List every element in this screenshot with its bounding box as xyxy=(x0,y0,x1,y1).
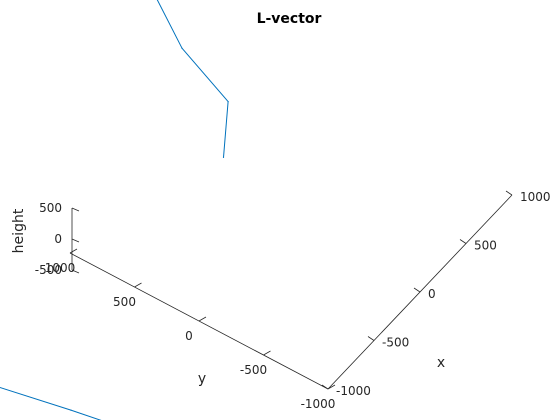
z-tick-mark xyxy=(71,238,80,243)
z-axis-ticks: -500 0 500 xyxy=(35,201,80,277)
y-axis-label: y xyxy=(198,371,206,387)
z-axis-label: height xyxy=(11,208,27,253)
x-tick-label: 0 xyxy=(428,287,436,301)
x-tick-mark xyxy=(321,384,329,390)
z-tick-label: 0 xyxy=(54,232,62,246)
y-tick-mark xyxy=(263,350,271,356)
x-tick-label: 1000 xyxy=(520,190,551,204)
y-tick-mark xyxy=(134,282,142,288)
x-axis-ticks: -1000 -500 0 500 1000 xyxy=(321,190,551,398)
data-point xyxy=(181,47,183,49)
y-tick-label: -1000 xyxy=(301,397,336,411)
y-tick-label: -500 xyxy=(240,363,267,377)
x-tick-label: -1000 xyxy=(336,384,371,398)
y-axis-ticks: -1000 -500 0 500 1000 xyxy=(45,248,336,411)
data-point xyxy=(222,156,225,158)
y-tick-mark xyxy=(69,248,78,254)
y-tick-mark xyxy=(327,384,336,390)
x-tick-mark xyxy=(505,190,513,196)
y-tick-mark xyxy=(198,316,207,322)
x-tick-mark xyxy=(413,287,421,293)
x-axis-label: x xyxy=(437,355,445,371)
data-point xyxy=(70,409,72,411)
data-point xyxy=(227,101,229,103)
z-tick-label: 500 xyxy=(39,201,62,215)
z-tick-label: -500 xyxy=(35,263,62,277)
chart-title: L-vector xyxy=(257,11,322,27)
x-tick-mark xyxy=(459,239,467,244)
z-tick-mark xyxy=(71,207,80,212)
x-tick-mark xyxy=(367,336,375,341)
y-tick-label: 1000 xyxy=(45,261,76,275)
x-tick-label: 500 xyxy=(474,239,497,253)
x-tick-label: -500 xyxy=(382,336,409,350)
z-tick-mark xyxy=(71,269,80,274)
y-tick-label: 500 xyxy=(113,295,136,309)
y-tick-label: 0 xyxy=(185,329,193,343)
